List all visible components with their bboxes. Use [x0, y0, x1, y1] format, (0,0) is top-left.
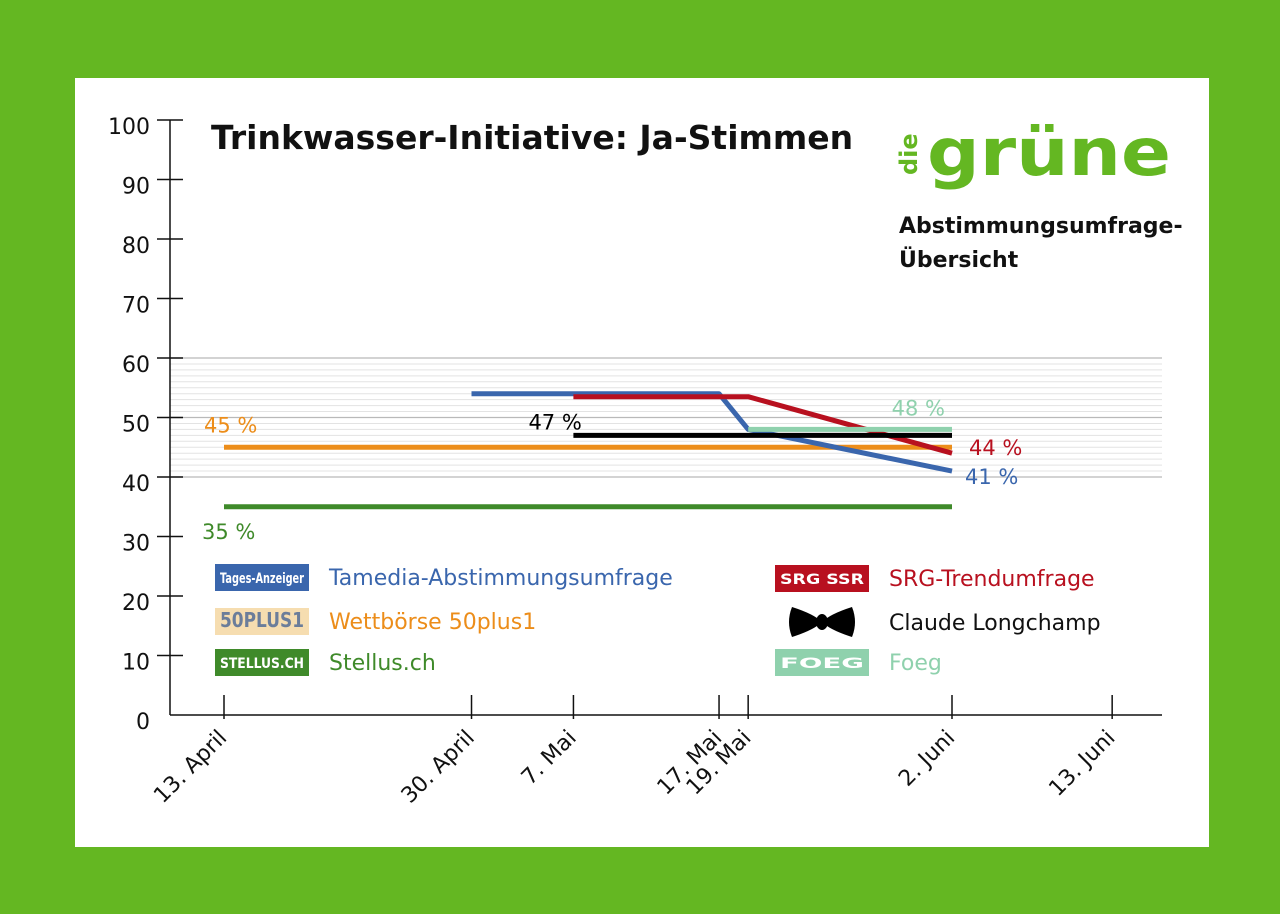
legend-item-longchamp: Claude Longchamp — [789, 607, 1101, 637]
legend-logo-bg — [215, 649, 309, 676]
value-label-tamedia: 41 % — [965, 465, 1018, 489]
legend-item-wettboerse: 50PLUS1 Wettbörse 50plus1 — [215, 608, 536, 635]
legend-label: SRG-Trendumfrage — [889, 567, 1095, 592]
y-tick-label: 40 — [122, 472, 150, 497]
chart-card: 0 10 20 30 40 50 60 70 80 90 100 13. April 30. April… — [75, 78, 1209, 847]
legend-item-foeg: FOEG Foeg — [775, 649, 942, 676]
value-label-srg: 44 % — [969, 436, 1022, 460]
y-tick-label: 0 — [136, 710, 150, 735]
bow-tie-icon — [789, 607, 822, 637]
subtitle-line-1: Abstimmungsumfrage- — [899, 214, 1183, 239]
brand-name: grüne — [927, 114, 1171, 191]
legend-label: Stellus.ch — [329, 651, 436, 676]
chart: 0 10 20 30 40 50 60 70 80 90 100 13. April 30. April… — [108, 114, 1183, 809]
legend-logo-text: FOEG — [780, 656, 864, 672]
value-label-foeg: 48 % — [892, 396, 945, 420]
legend-logo-text: 50PLUS1 — [220, 608, 304, 632]
legend-logo-bg — [775, 649, 869, 676]
legend-item-stellus: STELLUS.CH Stellus.ch — [215, 649, 436, 676]
legend: Tages-Anzeiger Tamedia-Abstimmungsumfrage… — [215, 564, 1101, 676]
legend-label: Foeg — [889, 651, 942, 676]
x-tick-label: 13. April — [149, 726, 232, 809]
y-tick-label: 50 — [122, 413, 150, 438]
y-tick-label: 100 — [108, 115, 150, 140]
brand-prefix: die — [895, 133, 923, 175]
legend-label: Tamedia-Abstimmungsumfrage — [328, 566, 673, 591]
legend-logo-bg — [775, 565, 869, 592]
bow-tie-knot — [816, 614, 828, 630]
value-label-stellus: 35 % — [202, 520, 255, 544]
chart-title: Trinkwasser-Initiative: Ja-Stimmen — [211, 118, 853, 157]
legend-label: Wettbörse 50plus1 — [329, 610, 536, 635]
value-label-wettboerse: 45 % — [204, 413, 257, 437]
legend-item-srg: SRG SSR SRG-Trendumfrage — [775, 565, 1095, 592]
legend-logo-bg — [215, 564, 309, 591]
y-tick-label: 30 — [122, 532, 150, 557]
x-tick-label: 30. April — [397, 726, 480, 809]
x-tick-label: 13. Juni — [1044, 726, 1120, 802]
legend-item-tamedia: Tages-Anzeiger Tamedia-Abstimmungsumfrage — [215, 564, 673, 591]
value-labels: 35 % 45 % 41 % 44 % 47 % 48 % — [202, 396, 1022, 543]
subtitle-line-2: Übersicht — [899, 247, 1019, 273]
y-tick-label: 20 — [122, 591, 150, 616]
brand-logo: die grüne — [895, 114, 1171, 191]
y-tick-label: 80 — [122, 234, 150, 259]
legend-logo-text: Tages-Anzeiger — [220, 571, 304, 587]
series-line-tamedia — [471, 391, 953, 474]
bow-tie-icon — [822, 607, 855, 637]
legend-logo-text: STELLUS.CH — [220, 656, 304, 672]
legend-label: Claude Longchamp — [889, 611, 1101, 636]
x-tick-label: 2. Juni — [894, 726, 960, 792]
y-tick-label: 90 — [122, 175, 150, 200]
y-tick-label: 70 — [122, 294, 150, 319]
y-tick-label: 10 — [122, 651, 150, 676]
legend-logo-bg — [215, 608, 309, 635]
x-tick-label: 7. Mai — [517, 726, 582, 791]
value-label-longchamp: 47 % — [528, 410, 581, 434]
legend-logo-text: SRG SSR — [780, 572, 864, 588]
y-tick-label: 60 — [122, 353, 150, 378]
series-lines — [224, 391, 953, 510]
